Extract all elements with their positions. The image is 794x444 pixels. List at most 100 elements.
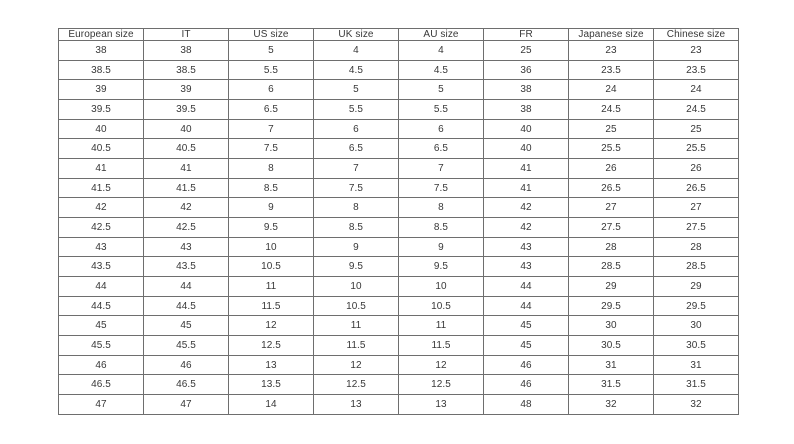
table-cell: 41 bbox=[58, 158, 144, 179]
table-cell: 5.5 bbox=[313, 99, 399, 120]
table-cell: 40 bbox=[483, 138, 569, 160]
table-cell: 31.5 bbox=[653, 374, 739, 396]
table-cell: 23.5 bbox=[568, 59, 654, 81]
table-cell: 14 bbox=[228, 394, 314, 415]
table-cell: 30.5 bbox=[568, 335, 654, 356]
table-cell: 13 bbox=[228, 354, 314, 376]
table-row: 40.5 40.5 7.5 6.5 6.5 40 25.5 25.5 bbox=[58, 138, 739, 160]
table-cell: 23.5 bbox=[653, 59, 739, 81]
table-cell: 6.5 bbox=[228, 99, 314, 120]
table-cell: 24.5 bbox=[568, 99, 654, 120]
column-header: Japanese size bbox=[568, 28, 654, 41]
table-cell: 25.5 bbox=[653, 138, 739, 160]
table-cell: 7.5 bbox=[228, 138, 314, 160]
table-cell: 7 bbox=[313, 158, 399, 179]
table-row: 43.5 43.5 10.5 9.5 9.5 43 28.5 28.5 bbox=[58, 256, 739, 278]
table-cell: 44 bbox=[483, 295, 569, 317]
table-cell: 42 bbox=[483, 197, 569, 219]
column-header: IT bbox=[143, 28, 229, 41]
table-cell: 46 bbox=[483, 354, 569, 376]
table-row: 42.5 42.5 9.5 8.5 8.5 42 27.5 27.5 bbox=[58, 217, 739, 238]
table-cell: 25.5 bbox=[568, 138, 654, 160]
table-cell: 4 bbox=[398, 40, 484, 61]
table-cell: 46 bbox=[143, 354, 229, 376]
table-cell: 8 bbox=[228, 158, 314, 179]
table-cell: 48 bbox=[483, 394, 569, 415]
table-body: 38 38 5 4 4 25 23 23 38.5 38.5 5.5 4.5 4.5 36 23.5 23.5… bbox=[58, 40, 739, 415]
table-cell: 9.5 bbox=[313, 256, 399, 278]
table-cell: 7.5 bbox=[398, 177, 484, 199]
table-cell: 10.5 bbox=[313, 295, 399, 317]
table-cell: 26 bbox=[653, 158, 739, 179]
table-cell: 12 bbox=[228, 315, 314, 337]
table-row: 44 44 11 10 10 44 29 29 bbox=[58, 276, 739, 297]
table-cell: 42 bbox=[58, 197, 144, 219]
table-cell: 38 bbox=[483, 79, 569, 101]
column-header: European size bbox=[58, 28, 144, 41]
table-cell: 38.5 bbox=[58, 59, 144, 81]
table-cell: 9.5 bbox=[398, 256, 484, 278]
table-cell: 40.5 bbox=[58, 138, 144, 160]
table-cell: 31 bbox=[568, 354, 654, 376]
table-cell: 26 bbox=[568, 158, 654, 179]
table-cell: 46.5 bbox=[143, 374, 229, 396]
table-cell: 40 bbox=[483, 118, 569, 140]
header-row: European size IT US size UK size AU size FR Ja… bbox=[58, 28, 739, 41]
table-cell: 40 bbox=[58, 118, 144, 140]
table-cell: 44 bbox=[58, 276, 144, 297]
table-cell: 9 bbox=[398, 236, 484, 258]
table-cell: 24 bbox=[653, 79, 739, 101]
table-cell: 4.5 bbox=[398, 59, 484, 81]
table-cell: 30 bbox=[653, 315, 739, 337]
column-header: AU size bbox=[398, 28, 484, 41]
table-cell: 11.5 bbox=[398, 335, 484, 356]
table-cell: 38.5 bbox=[143, 59, 229, 81]
table-cell: 12.5 bbox=[398, 374, 484, 396]
table-cell: 44.5 bbox=[143, 295, 229, 317]
table-cell: 42.5 bbox=[58, 217, 144, 238]
table-cell: 5.5 bbox=[228, 59, 314, 81]
table-cell: 8.5 bbox=[228, 177, 314, 199]
table-cell: 25 bbox=[653, 118, 739, 140]
table-cell: 13.5 bbox=[228, 374, 314, 396]
table-cell: 27.5 bbox=[568, 217, 654, 238]
table-cell: 38 bbox=[143, 40, 229, 61]
table-cell: 42 bbox=[483, 217, 569, 238]
table-row: 45.5 45.5 12.5 11.5 11.5 45 30.5 30.5 bbox=[58, 335, 739, 356]
table-cell: 9 bbox=[228, 197, 314, 219]
table-cell: 12.5 bbox=[228, 335, 314, 356]
table-cell: 9 bbox=[313, 236, 399, 258]
table-cell: 42 bbox=[143, 197, 229, 219]
table-cell: 45 bbox=[143, 315, 229, 337]
table-cell: 5.5 bbox=[398, 99, 484, 120]
table-cell: 27 bbox=[568, 197, 654, 219]
table-cell: 41.5 bbox=[58, 177, 144, 199]
table-cell: 11.5 bbox=[228, 295, 314, 317]
table-row: 45 45 12 11 11 45 30 30 bbox=[58, 315, 739, 337]
table-cell: 30.5 bbox=[653, 335, 739, 356]
table-cell: 10 bbox=[228, 236, 314, 258]
table-row: 41 41 8 7 7 41 26 26 bbox=[58, 158, 739, 179]
table-cell: 32 bbox=[653, 394, 739, 415]
table-cell: 45.5 bbox=[143, 335, 229, 356]
table-cell: 8 bbox=[398, 197, 484, 219]
table-cell: 45 bbox=[58, 315, 144, 337]
table-cell: 38 bbox=[58, 40, 144, 61]
table-row: 38.5 38.5 5.5 4.5 4.5 36 23.5 23.5 bbox=[58, 59, 739, 81]
table-row: 39 39 6 5 5 38 24 24 bbox=[58, 79, 739, 101]
table-cell: 6 bbox=[228, 79, 314, 101]
table-cell: 27.5 bbox=[653, 217, 739, 238]
table-cell: 25 bbox=[568, 118, 654, 140]
table-cell: 24 bbox=[568, 79, 654, 101]
table-cell: 32 bbox=[568, 394, 654, 415]
table-row: 40 40 7 6 6 40 25 25 bbox=[58, 118, 739, 140]
table-cell: 43 bbox=[143, 236, 229, 258]
table-cell: 31 bbox=[653, 354, 739, 376]
table-cell: 46.5 bbox=[58, 374, 144, 396]
table-cell: 6 bbox=[398, 118, 484, 140]
table-cell: 23 bbox=[568, 40, 654, 61]
table-cell: 8.5 bbox=[313, 217, 399, 238]
table-cell: 47 bbox=[143, 394, 229, 415]
table-cell: 4 bbox=[313, 40, 399, 61]
